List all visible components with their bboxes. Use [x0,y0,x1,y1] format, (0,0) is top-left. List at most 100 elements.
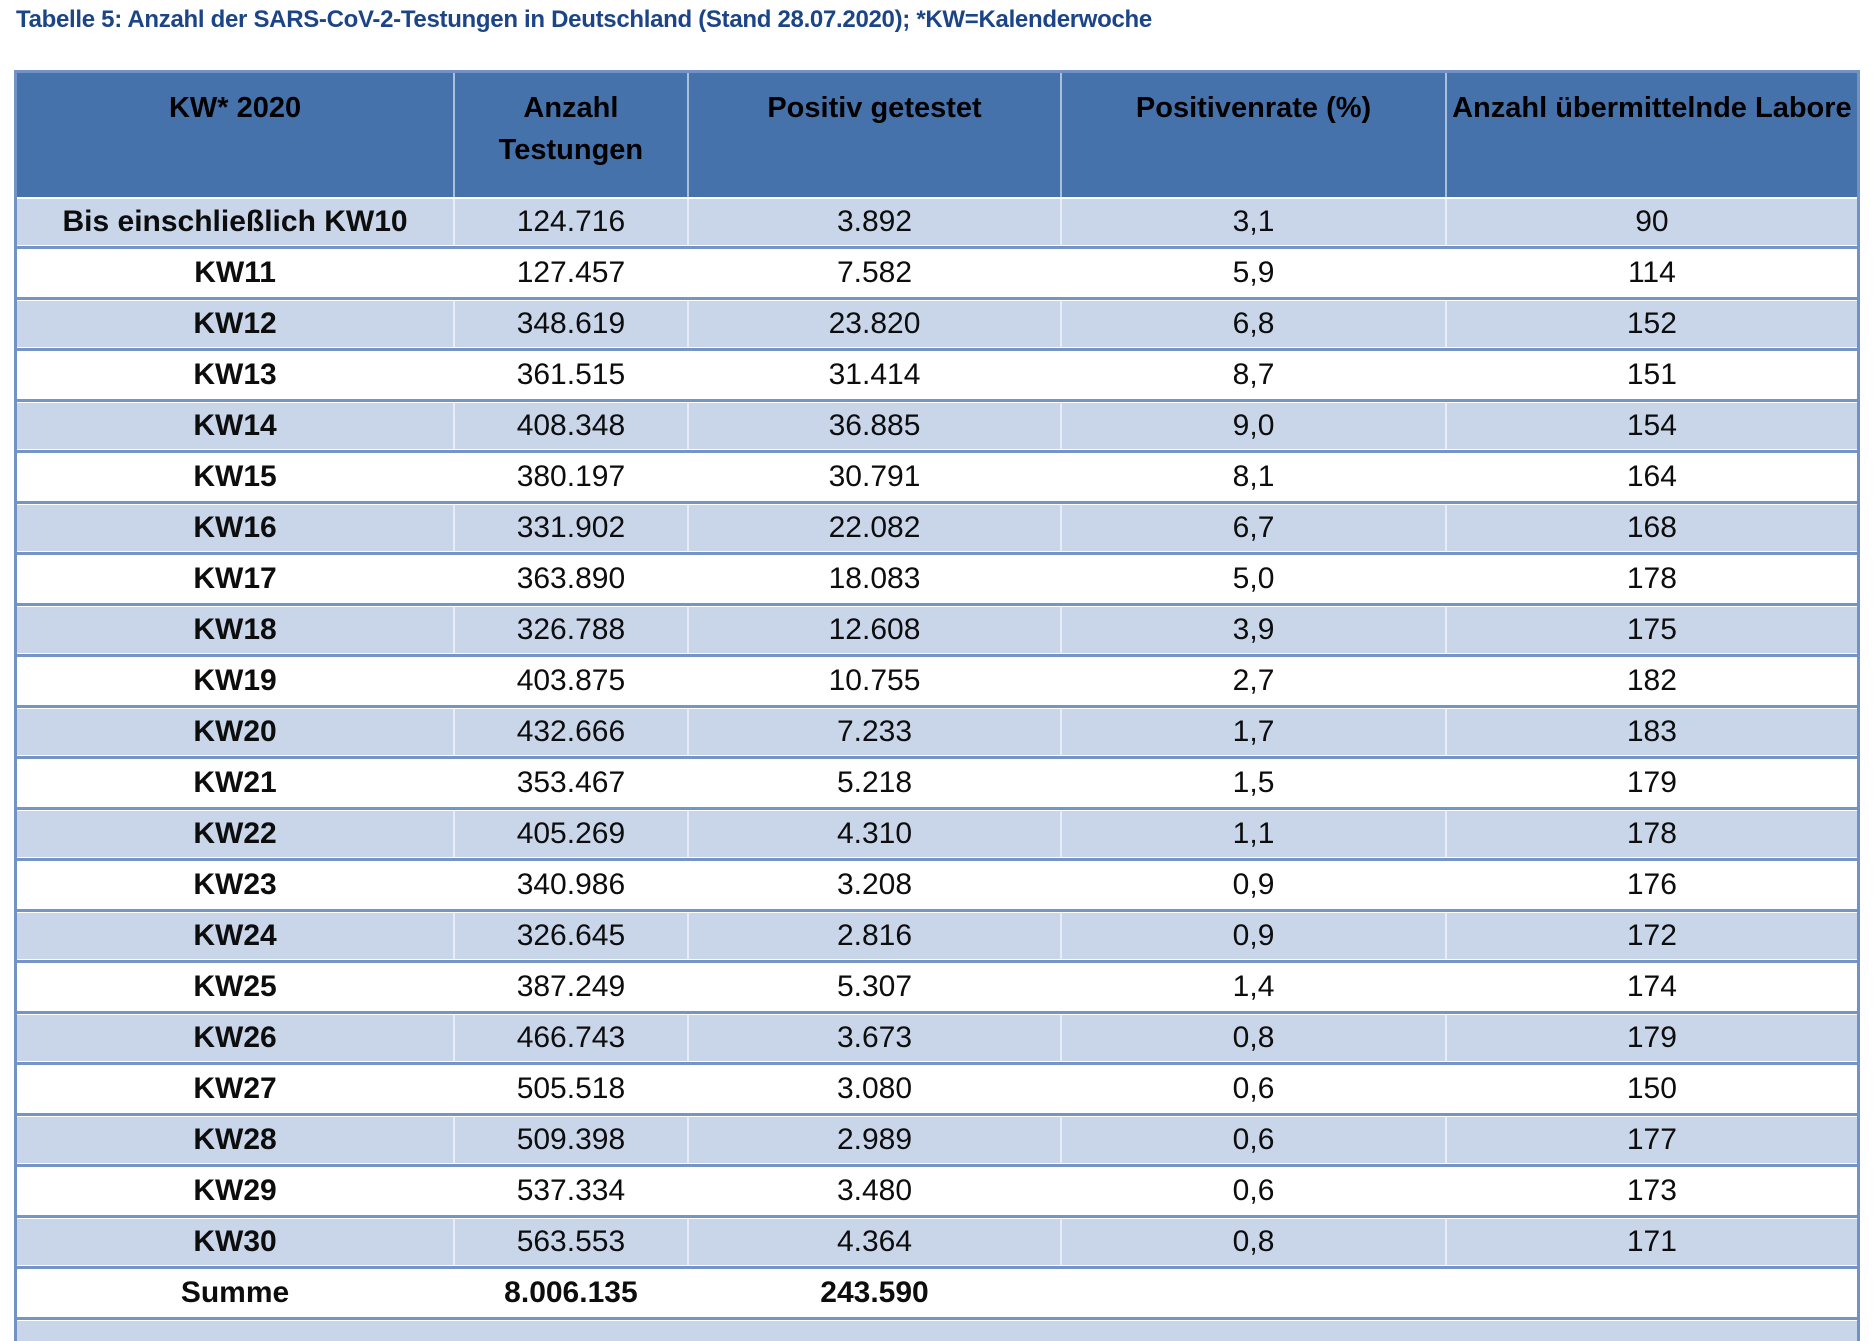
positive-cell: 12.608 [686,607,1061,653]
rate-cell: 3,9 [1060,607,1445,653]
row-separator [17,857,1857,862]
positive-cell: 31.414 [686,352,1061,398]
rate-cell: 0,9 [1060,913,1445,959]
tests-cell: 387.249 [453,964,687,1010]
tests-cell: 408.348 [453,403,687,449]
tests-cell: 403.875 [453,658,687,704]
tests-cell: 363.890 [453,556,687,602]
labs-cell: 177 [1444,1117,1857,1163]
tests-cell: 326.645 [453,913,687,959]
table-row: KW11 127.457 7.582 5,9 114 [17,250,1857,296]
rate-cell: 6,7 [1060,505,1445,551]
table-row: KW30 563.553 4.364 0,8 171 [17,1219,1857,1265]
labs-cell: 150 [1444,1066,1857,1112]
data-table: KW* 2020 Anzahl Testungen Positiv getest… [14,70,1860,1341]
positive-cell: 2.816 [686,913,1061,959]
tests-cell: 353.467 [453,760,687,806]
row-separator [17,398,1857,403]
kw-cell: KW14 [193,409,277,442]
positive-cell: 3.892 [686,199,1061,245]
kw-cell: KW13 [193,358,277,391]
kw-cell: KW12 [193,307,277,340]
row-separator [17,347,1857,352]
rate-cell: 5,9 [1060,250,1445,296]
table-row: KW19 403.875 10.755 2,7 182 [17,658,1857,704]
labs-cell: 178 [1444,556,1857,602]
tests-cell: 361.515 [453,352,687,398]
kw-cell: KW21 [193,766,277,799]
kw-cell: KW26 [193,1021,277,1054]
row-separator [17,806,1857,811]
tests-cell: 405.269 [453,811,687,857]
tests-cell: 563.553 [453,1219,687,1265]
kw-cell: KW16 [193,511,277,544]
header-body-gap [17,197,1857,199]
tests-cell: 331.902 [453,505,687,551]
labs-cell: 174 [1444,964,1857,1010]
positive-cell: 3.673 [686,1015,1061,1061]
row-separator [17,755,1857,760]
kw-cell: KW28 [193,1123,277,1156]
tests-cell: 380.197 [453,454,687,500]
labs-cell: 175 [1444,607,1857,653]
summary-tests-cell: 8.006.135 [453,1270,687,1316]
kw-cell: KW29 [193,1174,277,1207]
labs-cell: 154 [1444,403,1857,449]
table-row: KW24 326.645 2.816 0,9 172 [17,913,1857,959]
positive-cell: 2.989 [686,1117,1061,1163]
rate-cell: 2,7 [1060,658,1445,704]
tests-cell: 466.743 [453,1015,687,1061]
summary-positive-cell: 243.590 [686,1270,1061,1316]
labs-cell: 90 [1444,199,1857,245]
labs-cell: 179 [1444,1015,1857,1061]
row-separator [17,1112,1857,1117]
row-separator [17,1163,1857,1168]
row-separator [17,602,1857,607]
partial-next-row [17,1321,1857,1341]
rate-cell: 3,1 [1060,199,1445,245]
positive-cell: 3.080 [686,1066,1061,1112]
header-cell-kw: KW* 2020 [168,92,302,124]
labs-cell: 178 [1444,811,1857,857]
table-row: KW20 432.666 7.233 1,7 183 [17,709,1857,755]
labs-cell: 182 [1444,658,1857,704]
labs-cell: 151 [1444,352,1857,398]
header-cell-rate: Positivenrate (%) [1060,73,1445,197]
table-row: KW25 387.249 5.307 1,4 174 [17,964,1857,1010]
kw-cell: KW22 [193,817,277,850]
document-title: Tabelle 5: Anzahl der SARS-CoV-2-Testung… [16,6,1152,33]
positive-cell: 7.233 [686,709,1061,755]
table-row: KW29 537.334 3.480 0,6 173 [17,1168,1857,1214]
table-row: KW18 326.788 12.608 3,9 175 [17,607,1857,653]
row-separator [17,1010,1857,1015]
table-row: KW21 353.467 5.218 1,5 179 [17,760,1857,806]
row-separator [17,551,1857,556]
row-separator [17,1061,1857,1066]
row-separator [17,296,1857,301]
rate-cell: 8,1 [1060,454,1445,500]
row-separator [17,449,1857,454]
rate-cell: 1,7 [1060,709,1445,755]
table-row: KW15 380.197 30.791 8,1 164 [17,454,1857,500]
table-body: Bis einschließlich KW10 124.716 3.892 3,… [17,199,1857,1270]
labs-cell: 164 [1444,454,1857,500]
kw-cell: KW20 [193,715,277,748]
kw-cell: KW25 [193,970,277,1003]
table-row: KW23 340.986 3.208 0,9 176 [17,862,1857,908]
tests-cell: 124.716 [453,199,687,245]
table-row: KW17 363.890 18.083 5,0 178 [17,556,1857,602]
positive-cell: 18.083 [686,556,1061,602]
rate-cell: 8,7 [1060,352,1445,398]
labs-cell: 183 [1444,709,1857,755]
row-separator [17,245,1857,250]
summary-labs-cell [1444,1270,1857,1316]
rate-cell: 0,8 [1060,1219,1445,1265]
row-separator [17,1316,1857,1321]
positive-cell: 7.582 [686,250,1061,296]
row-separator [17,704,1857,709]
row-separator [17,1214,1857,1219]
labs-cell: 171 [1444,1219,1857,1265]
row-separator [17,1265,1857,1270]
kw-cell: KW24 [193,919,277,952]
rate-cell: 1,5 [1060,760,1445,806]
